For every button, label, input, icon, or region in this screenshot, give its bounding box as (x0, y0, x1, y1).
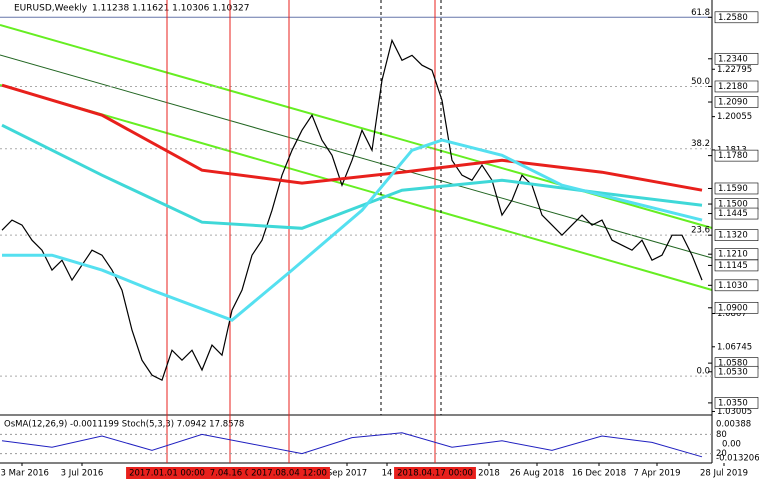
marker-label: 2018.04.17 00:00 (397, 469, 473, 479)
level-label: 1.2580 (718, 13, 748, 23)
level-box (714, 96, 759, 108)
indicator-axis-label: 0.00 (722, 440, 741, 450)
level-box (714, 149, 759, 162)
x-tick-label: Sep 2017 (327, 469, 367, 479)
level-label: 1.2090 (718, 98, 748, 108)
x-tick-label: 7 Apr 2019 (633, 469, 680, 479)
marker-label: 2017.01.01 00:00 (129, 469, 205, 479)
x-tick-label: 14 (382, 469, 393, 479)
level-label: 1.0530 (718, 367, 748, 377)
level-box (714, 397, 759, 409)
level-box (714, 182, 759, 195)
x-tick-label: 26 Aug 2018 (510, 469, 564, 479)
fib-label: 0.0 (696, 367, 710, 377)
level-label: 1.0350 (718, 398, 748, 408)
fib-label: 50.0 (691, 77, 710, 87)
y-tick-label: 1.22795 (717, 65, 752, 75)
level-box (714, 365, 759, 378)
marker-box (248, 467, 330, 479)
marker-box (206, 467, 254, 479)
y-tick-label: 1.0867 (717, 309, 747, 319)
x-tick-label: 13 Mar 2016 (0, 469, 49, 479)
level-box (714, 279, 759, 292)
indicator-tick-label: 20 (716, 449, 727, 459)
stochastic-line (1, 432, 703, 458)
header-symbol: EURUSD,Weekly (14, 4, 88, 14)
price-line (1, 38, 703, 381)
fib-label: 23.6 (691, 226, 710, 236)
x-tick-label: 3 Jul 2016 (61, 469, 104, 479)
level-label: 1.1590 (718, 184, 748, 194)
level-box (714, 52, 759, 65)
level-label: 1.1210 (718, 250, 748, 260)
level-label: 1.0580 (718, 359, 748, 369)
indicator-title: OsMA(12,26,9) -0.0011199 Stoch(5,3,3) 7.… (4, 420, 244, 430)
level-label: 1.1780 (718, 151, 748, 161)
level-box (714, 301, 759, 314)
y-tick-label: 1.20055 (717, 112, 752, 122)
level-label: 1.1320 (718, 231, 748, 241)
marker-box (126, 467, 208, 479)
x-tick-label: 28 Jul 2019 (700, 469, 748, 479)
level-label: 1.2180 (718, 82, 748, 92)
y-tick-label: 1.06745 (717, 342, 752, 352)
level-box (714, 229, 759, 241)
moving-average (1, 83, 703, 192)
level-box (714, 207, 759, 220)
header-ohlc: 1.11238 1.11621 1.10306 1.10327 (92, 4, 249, 14)
level-label: 1.0900 (718, 303, 748, 313)
indicator-tick-label: 80 (716, 430, 727, 440)
y-tick-label: 1.03005 (717, 407, 752, 417)
level-box (714, 80, 759, 93)
x-tick-label: 2018 (478, 469, 500, 479)
fib-label: 61.8 (691, 8, 710, 18)
level-label: 1.1145 (718, 261, 748, 271)
level-label: 1.1030 (718, 281, 748, 291)
marker-label: 7.04.16 0 (210, 469, 251, 479)
marker-label: 2017.08.04 12:00 (251, 469, 327, 479)
level-box (714, 259, 759, 272)
level-label: 1.1445 (718, 209, 748, 219)
marker-box (394, 467, 476, 479)
moving-average (2, 138, 703, 322)
indicator-axis-label: -0.013206 (716, 454, 759, 464)
indicator-axis-label: 0.00388 (716, 420, 751, 430)
level-label: 1.1500 (718, 200, 748, 210)
level-box (714, 11, 759, 24)
channel-lower (0, 84, 713, 291)
level-label: 1.2340 (718, 54, 748, 64)
x-tick-label: 16 Dec 2018 (572, 469, 626, 479)
fib-label: 38.2 (691, 139, 710, 149)
